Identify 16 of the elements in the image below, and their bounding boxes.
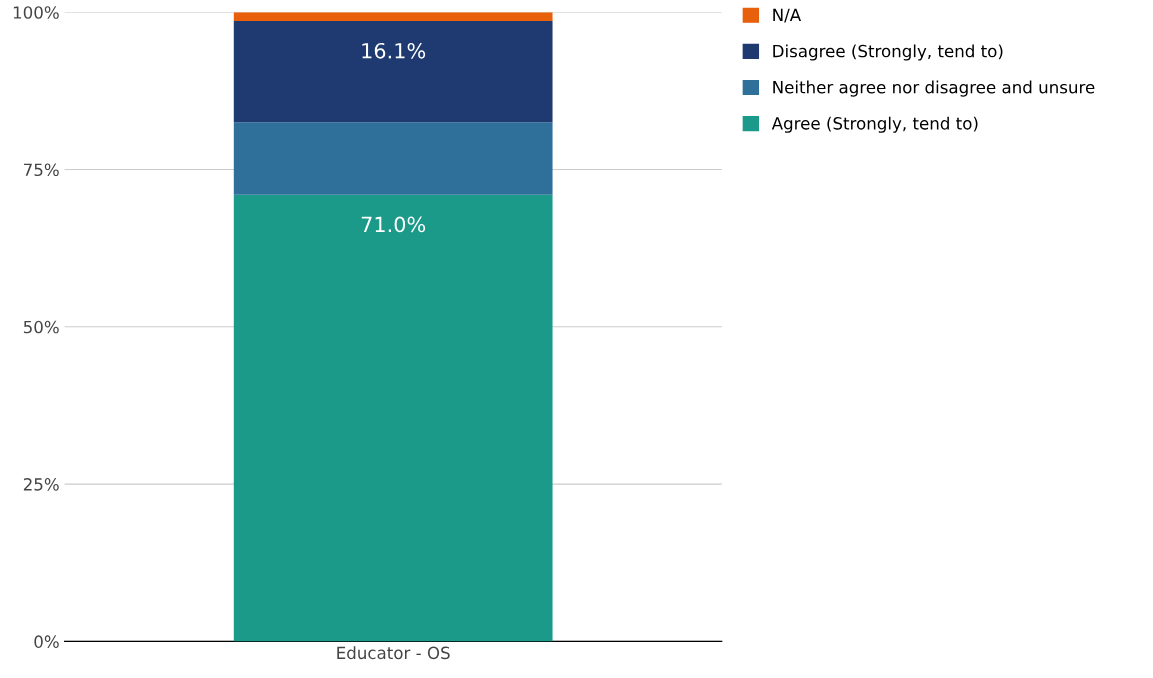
legend-label: N/A — [773, 8, 802, 23]
bar — [233, 122, 553, 195]
legend-label: Disagree (Strongly, tend to) — [773, 44, 1003, 61]
y-tick-label: 75% — [24, 163, 59, 177]
y-tick-label: 25% — [23, 478, 59, 491]
legend-label: Neither agree nor disagree and unsure — [773, 80, 1095, 97]
bar — [233, 21, 553, 123]
y-tick-label: 0% — [34, 635, 59, 648]
data-label: 16.1% — [362, 42, 426, 59]
legend-label: Agree (Strongly, tend to) — [771, 116, 978, 133]
bar — [233, 12, 553, 22]
y-tick-label: 50% — [23, 320, 59, 334]
x-tick-label: Educator - OS — [337, 646, 450, 660]
y-tick-label: 100% — [13, 6, 59, 19]
bar — [233, 194, 553, 642]
data-label: 71.0% — [361, 216, 426, 233]
